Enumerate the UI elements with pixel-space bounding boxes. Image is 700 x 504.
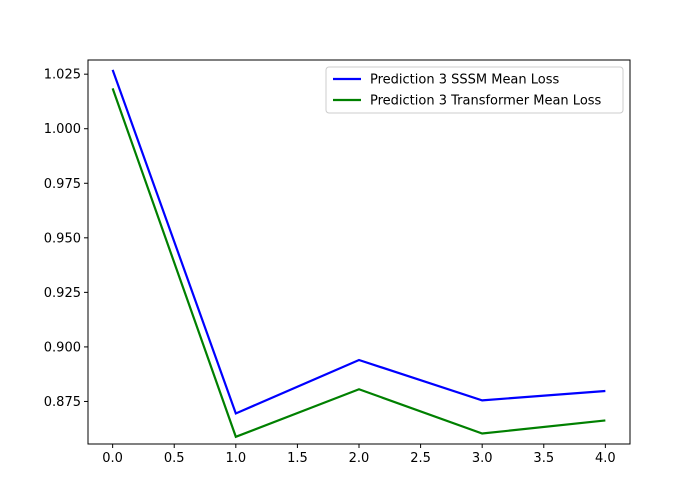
x-tick-label: 4.0 — [595, 451, 616, 466]
x-tick-label: 1.0 — [225, 451, 246, 466]
legend: Prediction 3 SSSM Mean Loss Prediction 3 … — [325, 66, 624, 114]
legend-label-2: Prediction 3 Transformer Mean Loss — [370, 94, 602, 109]
x-tick-label: 0.0 — [102, 451, 123, 466]
series-line-1 — [111, 69, 606, 415]
y-tick-label: 0.975 — [44, 177, 81, 192]
y-axis: 0.875 0.900 0.925 0.950 0.975 1.000 1.025 — [44, 68, 88, 410]
legend-box — [325, 66, 624, 114]
legend-label-1: Prediction 3 SSSM Mean Loss — [370, 73, 560, 88]
y-tick-label: 0.950 — [44, 231, 81, 246]
y-tick-label: 0.925 — [44, 286, 81, 301]
series-line-2 — [111, 87, 606, 439]
x-tick-label: 2.0 — [349, 451, 370, 466]
x-tick-label: 3.5 — [533, 451, 554, 466]
y-tick-label: 1.025 — [44, 68, 81, 83]
y-tick-label: 1.000 — [44, 122, 81, 137]
x-tick-label: 3.0 — [472, 451, 493, 466]
y-tick-label: 0.875 — [44, 395, 81, 410]
x-tick-label: 1.5 — [287, 451, 308, 466]
x-tick-label: 2.5 — [410, 451, 431, 466]
y-tick-label: 0.900 — [44, 340, 81, 355]
series-layer — [111, 69, 606, 439]
x-axis: 0.0 0.5 1.0 1.5 2.0 2.5 3.0 3.5 4.0 — [102, 444, 616, 466]
x-tick-label: 0.5 — [164, 451, 185, 466]
